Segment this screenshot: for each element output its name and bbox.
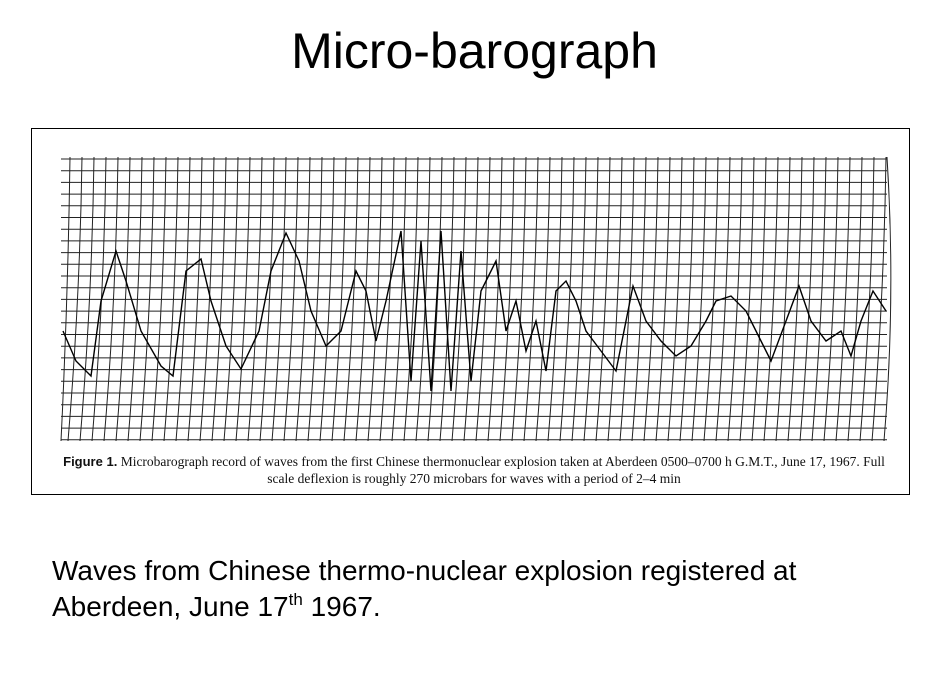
time-arc <box>535 156 551 442</box>
time-arc <box>523 156 539 442</box>
time-arc <box>223 156 239 442</box>
time-arc <box>379 156 395 442</box>
time-arc <box>355 156 371 442</box>
time-arc <box>787 156 803 442</box>
time-arc <box>199 156 215 442</box>
body-text: Waves from Chinese thermo-nuclear explos… <box>52 553 882 625</box>
time-arc <box>115 156 131 442</box>
time-arc <box>235 156 251 442</box>
time-arc <box>499 156 515 442</box>
time-arc <box>799 156 815 442</box>
time-arc <box>619 156 635 442</box>
time-arc <box>139 156 155 442</box>
time-arc <box>151 156 167 442</box>
time-arc <box>439 156 455 442</box>
time-arc <box>451 156 467 442</box>
time-arc <box>823 156 839 442</box>
time-arc <box>391 156 407 442</box>
caption-label: Figure 1. <box>63 454 118 469</box>
time-arc <box>175 156 191 442</box>
time-arc <box>283 156 299 442</box>
time-arc <box>727 156 743 442</box>
time-arc <box>79 156 95 442</box>
time-arc <box>247 156 263 442</box>
time-arc <box>511 156 527 442</box>
time-arc <box>715 156 731 442</box>
barograph-record <box>60 156 892 442</box>
time-arc <box>583 156 599 442</box>
time-arc <box>811 156 827 442</box>
time-arc <box>679 156 695 442</box>
time-arc <box>271 156 287 442</box>
time-arc <box>127 156 143 442</box>
time-arc <box>463 156 479 442</box>
time-arc <box>295 156 311 442</box>
body-text-main: Waves from Chinese thermo-nuclear explos… <box>52 555 797 622</box>
figure: Figure 1. Microbarograph record of waves… <box>31 128 910 495</box>
time-arc <box>571 156 587 442</box>
time-arc <box>691 156 707 442</box>
chart-grid <box>60 156 892 442</box>
time-arc <box>655 156 671 442</box>
time-arc <box>763 156 779 442</box>
body-text-end: 1967. <box>302 591 381 622</box>
time-arc <box>847 156 863 442</box>
time-arc <box>643 156 659 442</box>
time-arc <box>487 156 503 442</box>
time-arc <box>775 156 791 442</box>
time-arc <box>259 156 275 442</box>
time-arc <box>343 156 359 442</box>
time-arc <box>739 156 755 442</box>
pressure-trace <box>62 230 887 392</box>
body-text-superscript: th <box>288 590 303 609</box>
time-arc <box>319 156 335 442</box>
time-arc <box>60 156 71 442</box>
time-arc <box>559 156 575 442</box>
slide-title: Micro-barograph <box>291 23 658 79</box>
time-arc <box>427 156 443 442</box>
time-arc <box>751 156 767 442</box>
time-arc <box>703 156 719 442</box>
time-arc <box>403 156 419 442</box>
time-arc <box>607 156 623 442</box>
time-arc <box>187 156 203 442</box>
figure-caption: Figure 1. Microbarograph record of waves… <box>61 453 887 487</box>
time-arc <box>871 156 887 442</box>
time-arc <box>835 156 851 442</box>
time-arc <box>307 156 323 442</box>
time-arc <box>595 156 611 442</box>
time-arc <box>547 156 563 442</box>
time-arc <box>883 156 892 442</box>
caption-text: Microbarograph record of waves from the … <box>120 454 885 486</box>
time-arc <box>103 156 119 442</box>
time-arc <box>163 156 179 442</box>
time-arc <box>631 156 647 442</box>
time-arc <box>475 156 491 442</box>
time-arc <box>367 156 383 442</box>
time-arc <box>331 156 347 442</box>
time-arc <box>667 156 683 442</box>
time-arc <box>211 156 227 442</box>
time-arc <box>67 156 83 442</box>
